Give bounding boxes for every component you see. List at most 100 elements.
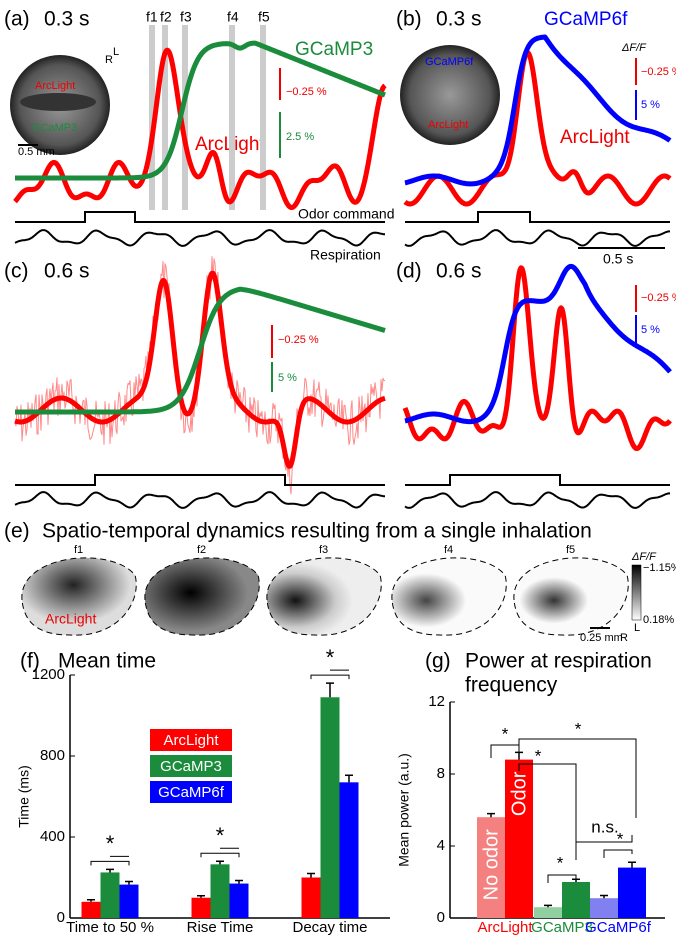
indicator-label: ArcLight [45,611,96,627]
x-tick-label: Time to 50 % [66,919,154,936]
error-bar [197,894,205,898]
bracket [490,744,520,758]
dff-label: ΔF/F [621,42,647,54]
panel-label: (d) [396,260,422,283]
frame-marker [260,25,266,210]
series-label: No odor [480,829,502,900]
frame-label: f3 [319,544,328,556]
inset-image [20,93,96,111]
frame-marker [149,25,155,210]
bracket [200,847,240,858]
y-tick-label: 800 [40,747,65,764]
chart-title: Power at respiration [465,650,652,673]
orientation: R [105,54,113,66]
significance: * [216,823,225,848]
activity-map [391,557,507,636]
bracket [518,763,577,860]
inset-label: GCaMP6f [425,56,474,68]
significance: * [502,724,509,743]
panel-label: (b) [396,8,422,31]
bar [339,782,359,918]
error-bar [235,879,243,884]
orientation: L [634,622,640,634]
bar [505,759,533,918]
bracket [518,738,637,818]
scale-label: 5 % [278,372,297,384]
scale-label: −0.25 % [278,334,319,346]
bar [477,817,505,918]
y-tick-label: 8 [437,765,445,782]
legend-label: ArcLight [163,732,219,749]
bracket [310,669,350,680]
duration: 0.6 s [436,260,482,283]
bar [618,867,646,918]
bracket [575,835,633,854]
bar [301,877,321,918]
scale-label: −0.25 % [286,86,327,98]
stimulus-trace [405,211,670,223]
error-bar [106,868,114,873]
error-bar [87,899,95,902]
error-bar [544,904,552,908]
trace [403,34,672,187]
frame-marker [229,25,235,210]
stimulus-trace [15,211,385,223]
trace [13,47,387,210]
trace-label: GCaMP6f [544,9,628,30]
respiration-trace [404,229,670,247]
significance: * [535,746,542,765]
bar [81,901,101,918]
significance: * [575,719,582,738]
significance: * [557,853,564,872]
panel-label: (g) [425,650,451,673]
panel-label: (f) [20,650,40,673]
y-tick-label: 0 [437,909,445,926]
stimulus-trace [15,474,385,486]
y-axis-label: Time (ms) [16,765,32,827]
bar [590,898,618,918]
legend-swatch [150,781,232,803]
colorbar-label: 0.18% [643,614,674,626]
y-tick-label: 1200 [32,666,65,683]
bar [320,697,340,918]
duration: 0.3 s [436,8,482,31]
y-tick-label: 0 [57,909,65,926]
scale-label: 5 % [641,99,660,111]
frame-label: f2 [160,9,172,25]
activity-map [21,557,137,636]
chart-title: frequency [465,674,558,697]
x-tick-label: Decay time [292,919,367,936]
bar [562,882,590,918]
frame-label: f1 [146,9,158,25]
series-label: Odor [508,771,530,816]
error-bar [628,861,636,868]
bracket [90,855,130,866]
scale-label: −0.25 % [641,66,676,78]
scale-label: 2.5 % [286,131,314,143]
maps: f1 f2 f3 f4 f5 [21,544,629,636]
frame-label: f4 [227,9,239,25]
activity-map [144,557,260,636]
frame-marker [182,25,188,210]
trace [13,40,387,181]
respiration-trace [14,229,385,247]
legend-label: GCaMP6f [158,784,225,801]
frame-label: f5 [566,544,575,556]
y-tick-label: 400 [40,828,65,845]
panel-label: (c) [4,260,29,283]
inset-label: GCaMP3 [32,122,77,134]
significance: * [326,645,335,670]
orientation: L [113,46,119,58]
trace-label: ArcLight [560,127,630,148]
inset-image [400,45,500,145]
legend-label: GCaMP3 [160,758,222,775]
scale-label: 5 % [641,324,660,336]
scale-label: 0.25 mm [580,632,623,644]
respiration-label: Respiration [310,247,381,263]
bracket [603,849,633,858]
error-bar [487,812,495,818]
scale-label: −0.25 % [641,292,676,304]
panel-label: (e) [4,520,30,543]
dff-label: ΔF/F [631,551,657,563]
